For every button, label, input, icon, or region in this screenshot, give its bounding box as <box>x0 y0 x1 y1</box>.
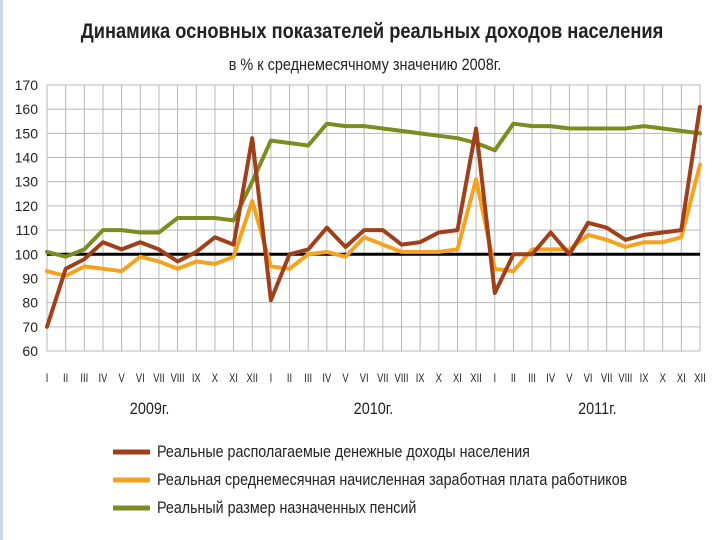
legend-label-0: Реальные располагаемые денежные доходы н… <box>157 443 530 461</box>
x-tick-label: V <box>566 372 573 385</box>
x-tick-label: VII <box>377 372 388 385</box>
y-tick-label: 120 <box>15 198 39 214</box>
x-tick-label: I <box>493 372 496 385</box>
x-tick-label: VI <box>360 372 369 385</box>
y-tick-label: 70 <box>22 319 38 335</box>
y-tick-label: 160 <box>15 101 39 117</box>
legend: Реальные располагаемые денежные доходы н… <box>113 443 627 517</box>
y-axis: 60 70 80 90 100 110 120 130 140 150 160 170 <box>15 77 39 359</box>
x-tick-label: X <box>212 372 218 385</box>
x-tick-label: I <box>270 372 273 385</box>
legend-label-2: Реальный размер назначенных пенсий <box>157 499 416 517</box>
grid <box>46 84 701 352</box>
chart-title: Динамика основных показателей реальных д… <box>81 20 663 43</box>
x-tick-label: II <box>63 372 68 385</box>
x-tick-label: XI <box>677 372 686 385</box>
x-tick-label: VI <box>584 372 593 385</box>
y-tick-label: 60 <box>22 343 38 359</box>
y-tick-label: 170 <box>15 77 39 93</box>
x-tick-label: VII <box>153 372 164 385</box>
x-tick-label: V <box>119 372 126 385</box>
x-tick-label: IX <box>192 372 201 385</box>
y-tick-label: 80 <box>22 295 38 311</box>
x-tick-label: VIII <box>171 372 185 385</box>
x-tick-label: IV <box>546 372 556 385</box>
x-tick-label: IX <box>416 372 425 385</box>
x-tick-label: XII <box>470 372 481 385</box>
y-tick-label: 150 <box>15 125 39 141</box>
y-tick-label: 110 <box>16 222 39 238</box>
chart-subtitle: в % к среднемесячному значению 2008г. <box>229 56 501 74</box>
x-tick-label: III <box>80 372 88 385</box>
x-tick-label: I <box>46 372 49 385</box>
x-tick-label: XI <box>229 372 238 385</box>
x-tick-label: III <box>528 372 536 385</box>
series-line-0 <box>45 104 702 329</box>
legend-label-1: Реальная среднемесячная начисленная зара… <box>157 471 627 489</box>
series-line-1 <box>45 162 702 278</box>
y-tick-label: 130 <box>15 174 39 190</box>
year-label: 2011г. <box>578 400 617 418</box>
x-tick-label: XII <box>247 372 258 385</box>
x-tick-label: IV <box>99 372 109 385</box>
x-tick-label: III <box>304 372 312 385</box>
x-tick-label: VI <box>136 372 145 385</box>
x-tick-label: X <box>660 372 666 385</box>
y-tick-label: 140 <box>15 150 39 166</box>
x-tick-label: VIII <box>394 372 408 385</box>
series-group <box>45 104 702 329</box>
x-tick-label: VII <box>601 372 612 385</box>
x-tick-label: V <box>342 372 349 385</box>
x-tick-label: II <box>287 372 292 385</box>
x-tick-label: XI <box>453 372 462 385</box>
x-axis: I II III IV V VI VII VIII IX X XI XII I II III IV V VI VII… <box>46 372 706 385</box>
x-tick-label: VIII <box>618 372 632 385</box>
series-line-2 <box>45 121 702 259</box>
x-tick-label: IX <box>640 372 649 385</box>
x-tick-label: XII <box>694 372 705 385</box>
x-tick-label: IV <box>322 372 332 385</box>
year-label: 2010г. <box>354 400 394 418</box>
y-tick-label: 100 <box>15 246 39 262</box>
y-tick-label: 90 <box>22 270 38 286</box>
x-tick-label: II <box>511 372 516 385</box>
year-label: 2009г. <box>130 400 170 418</box>
year-labels: 2009г. 2010г. 2011г. <box>130 400 617 418</box>
x-tick-label: X <box>436 372 442 385</box>
slide-frame <box>0 0 3 540</box>
